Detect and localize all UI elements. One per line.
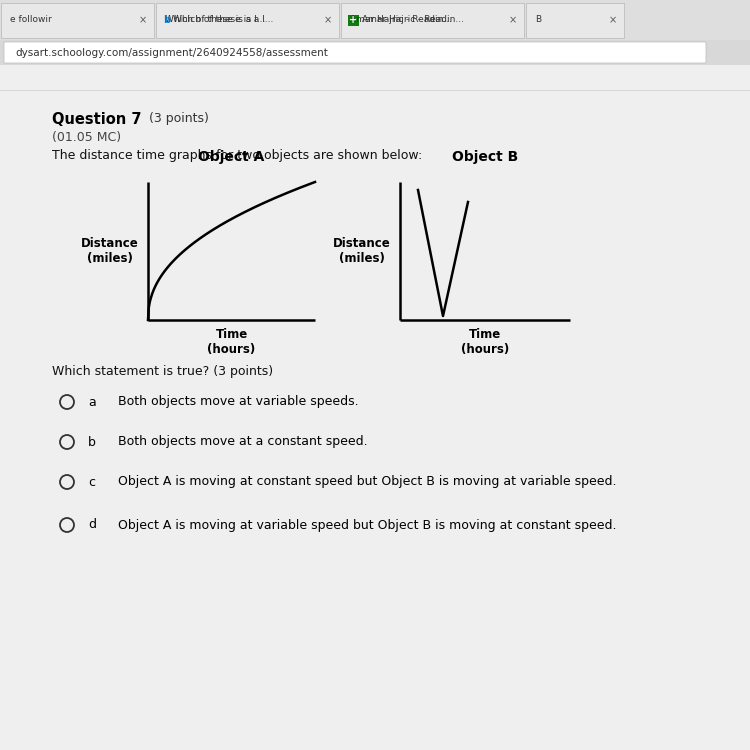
Text: Which of these is a l...: Which of these is a l... [173, 16, 273, 25]
Text: Amar Hajric - Readin...: Amar Hajric - Readin... [362, 16, 464, 25]
FancyBboxPatch shape [526, 3, 624, 38]
Text: e followir: e followir [10, 16, 52, 25]
Text: c: c [88, 476, 95, 488]
FancyBboxPatch shape [347, 14, 358, 26]
Text: b: b [163, 15, 170, 25]
Text: Object A is moving at constant speed but Object B is moving at variable speed.: Object A is moving at constant speed but… [118, 476, 616, 488]
Circle shape [60, 475, 74, 489]
FancyBboxPatch shape [0, 65, 750, 750]
Text: B: B [535, 16, 542, 25]
Text: Time
(hours): Time (hours) [207, 328, 256, 356]
Circle shape [60, 518, 74, 532]
Text: (01.05 MC): (01.05 MC) [52, 131, 122, 144]
Text: Object A: Object A [198, 150, 265, 164]
FancyBboxPatch shape [156, 3, 339, 38]
Text: Distance
(miles): Distance (miles) [333, 237, 391, 265]
Text: The distance time graphs for two objects are shown below:: The distance time graphs for two objects… [52, 149, 422, 162]
Text: ×: × [324, 15, 332, 25]
Text: Object A is moving at variable speed but Object B is moving at constant speed.: Object A is moving at variable speed but… [118, 518, 616, 532]
Circle shape [60, 435, 74, 449]
Text: +: + [349, 15, 357, 25]
Text: (3 points): (3 points) [145, 112, 208, 125]
FancyBboxPatch shape [0, 0, 750, 40]
Text: Which of these is a l...: Which of these is a l... [165, 16, 266, 25]
Text: a: a [88, 395, 96, 409]
Text: ×: × [609, 15, 617, 25]
Text: Object B: Object B [452, 150, 518, 164]
Text: Both objects move at variable speeds.: Both objects move at variable speeds. [118, 395, 358, 409]
Text: d: d [88, 518, 96, 532]
Text: Which statement is true? (3 points): Which statement is true? (3 points) [52, 365, 273, 378]
FancyBboxPatch shape [341, 3, 524, 38]
FancyBboxPatch shape [0, 40, 750, 65]
Text: b: b [88, 436, 96, 448]
Text: dysart.schoology.com/assignment/2640924558/assessment: dysart.schoology.com/assignment/26409245… [15, 47, 328, 58]
Text: ×: × [139, 15, 147, 25]
Text: Distance
(miles): Distance (miles) [81, 237, 139, 265]
Text: Amar Hajric - Readin...: Amar Hajric - Readin... [350, 16, 452, 25]
Text: Time
(hours): Time (hours) [460, 328, 509, 356]
FancyBboxPatch shape [1, 3, 154, 38]
FancyBboxPatch shape [4, 42, 706, 63]
Text: Both objects move at a constant speed.: Both objects move at a constant speed. [118, 436, 368, 448]
Circle shape [60, 395, 74, 409]
Text: Question 7: Question 7 [52, 112, 142, 127]
Text: ×: × [509, 15, 517, 25]
